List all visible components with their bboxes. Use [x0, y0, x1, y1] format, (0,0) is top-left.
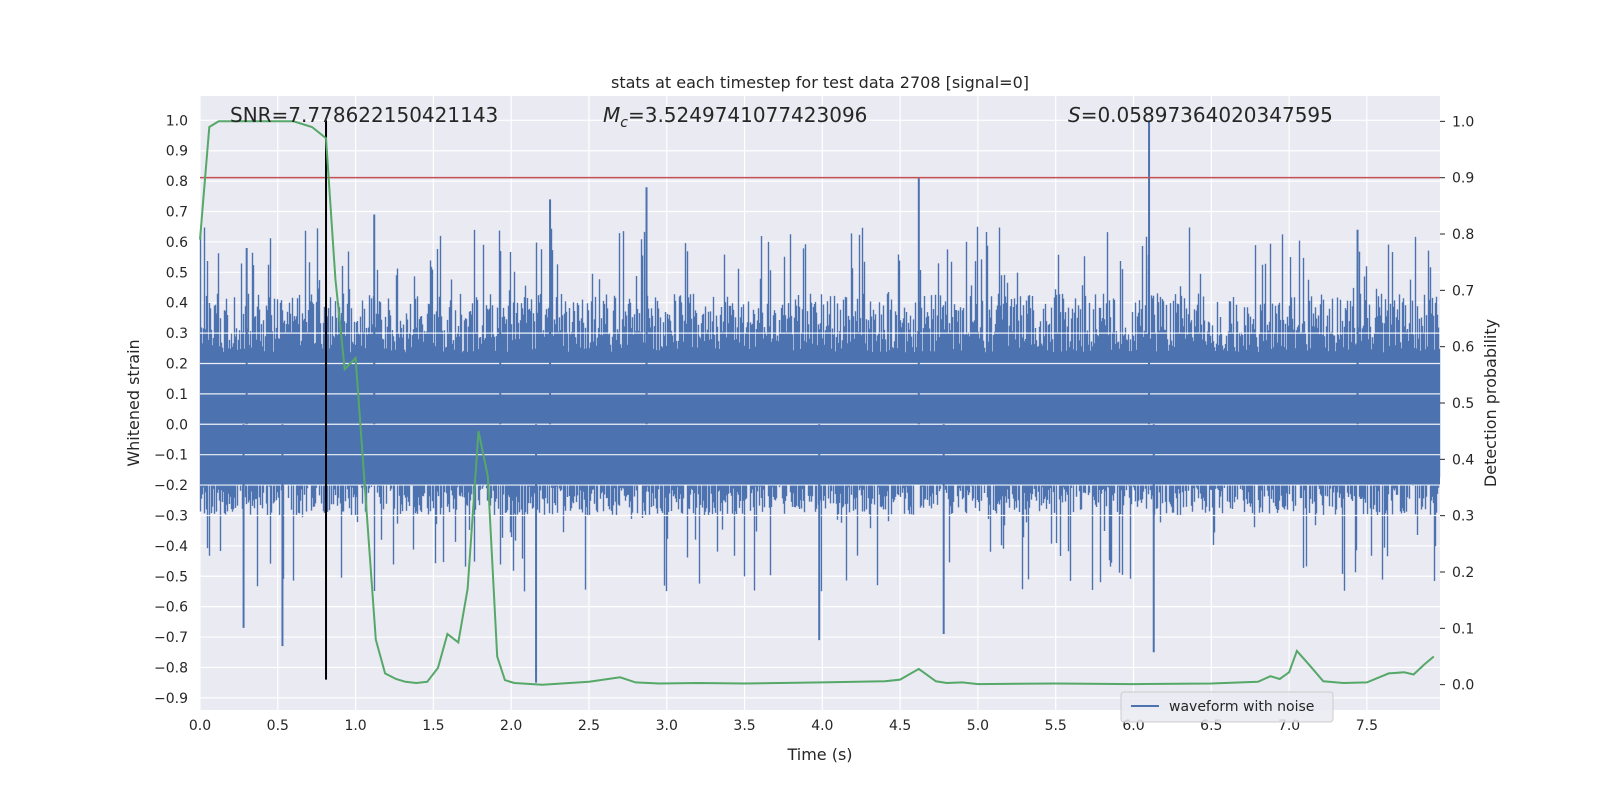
s-symbol: S: [1068, 103, 1081, 127]
right-tick-label: 0.7: [1452, 283, 1474, 299]
y-tick-label: 0.6: [166, 235, 188, 251]
y-tick-label: −0.1: [154, 448, 188, 464]
right-tick-label: 1.0: [1452, 114, 1474, 130]
x-tick-label: 1.0: [344, 718, 366, 734]
probability-series: [199, 120, 1435, 686]
y-tick-label: −0.6: [154, 600, 188, 616]
legend: waveform with noise: [1120, 691, 1334, 723]
y-tick-label: 0.4: [166, 296, 188, 312]
x-tick-label: 3.5: [733, 718, 755, 734]
x-axis-label: Time (s): [786, 745, 852, 764]
y-axis-ticks: 1.0 0.9 0.8 0.7 0.6 0.5 0.4 0.3 0.2 0.1 0.0 −0.1 −0.…: [154, 113, 188, 707]
x-tick-label: 3.0: [656, 718, 678, 734]
y-tick-label: 0.0: [166, 417, 188, 433]
x-tick-label: 0.0: [189, 718, 211, 734]
x-tick-label: 5.0: [967, 718, 989, 734]
x-tick-label: 2.0: [500, 718, 522, 734]
right-tick-label: 0.4: [1452, 452, 1474, 468]
y-tick-label: 0.3: [166, 326, 188, 342]
right-axis-label: Detection probability: [1481, 319, 1500, 487]
right-tick-label: 0.6: [1452, 340, 1474, 356]
x-tick-label: 1.5: [422, 718, 444, 734]
y-tick-label: −0.9: [154, 691, 188, 707]
right-tick-label: 0.8: [1452, 227, 1474, 243]
x-tick-label: 4.0: [811, 718, 833, 734]
x-tick-label: 0.5: [267, 718, 289, 734]
x-tick-label: 5.5: [1045, 718, 1067, 734]
s-value: =0.05897364020347595: [1081, 103, 1333, 127]
y-tick-label: −0.8: [154, 660, 188, 676]
y-axis-label: Whitened strain: [124, 339, 143, 466]
y-tick-label: 0.5: [166, 265, 188, 281]
right-axis-ticks: 1.0 0.9 0.8 0.7 0.6 0.5 0.4 0.3 0.2 0.1 0.0: [1440, 114, 1474, 694]
y-tick-label: −0.2: [154, 478, 188, 494]
chart-title: stats at each timestep for test data 270…: [611, 73, 1029, 92]
right-tick-label: 0.2: [1452, 565, 1474, 581]
y-tick-label: 1.0: [166, 113, 188, 129]
chirp-mass-value: =3.5249741077423096: [628, 103, 867, 127]
s-annotation: S=0.05897364020347595: [1068, 103, 1333, 127]
y-tick-label: 0.9: [166, 144, 188, 160]
right-tick-label: 0.3: [1452, 509, 1474, 525]
waveform-series: [199, 120, 1441, 683]
right-tick-label: 0.1: [1452, 621, 1474, 637]
y-tick-label: −0.5: [154, 569, 188, 585]
chirp-mass-symbol: M: [603, 103, 620, 127]
right-tick-label: 0.9: [1452, 171, 1474, 187]
legend-label: waveform with noise: [1169, 699, 1314, 715]
x-axis-ticks: 0.0 0.5 1.0 1.5 2.0 2.5 3.0 3.5 4.0 4.5 5.0 5.5 6.0 6…: [189, 718, 1378, 734]
y-tick-label: 0.2: [166, 356, 188, 372]
y-tick-label: −0.7: [154, 630, 188, 646]
right-tick-label: 0.5: [1452, 396, 1474, 412]
chirp-mass-subscript: c: [620, 115, 628, 131]
y-tick-label: −0.3: [154, 508, 188, 524]
x-tick-label: 4.5: [889, 718, 911, 734]
x-tick-label: 2.5: [578, 718, 600, 734]
y-tick-label: −0.4: [154, 539, 188, 555]
y-tick-label: 0.1: [166, 387, 188, 403]
snr-annotation: SNR=7.778622150421143: [230, 103, 498, 127]
y-tick-label: 0.8: [166, 174, 188, 190]
chirp-mass-annotation: Mc=3.5249741077423096: [603, 103, 867, 131]
x-tick-label: 7.5: [1356, 718, 1378, 734]
right-tick-label: 0.0: [1452, 678, 1474, 694]
legend-box: [1120, 691, 1334, 723]
y-tick-label: 0.7: [166, 205, 188, 221]
